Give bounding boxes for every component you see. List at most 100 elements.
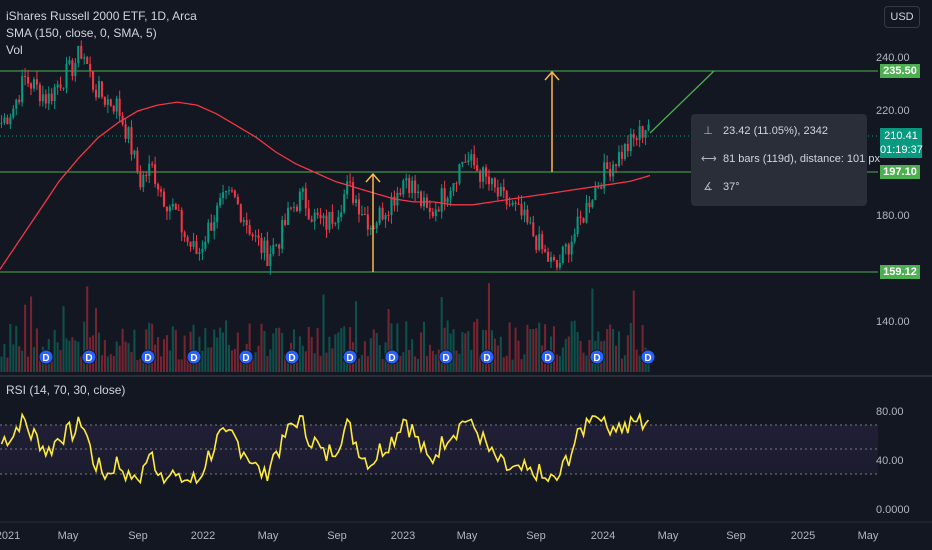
dividend-marker: D bbox=[38, 349, 54, 365]
up-arrow-icon[interactable] bbox=[544, 70, 560, 172]
volume-bar bbox=[467, 331, 470, 372]
candle-body bbox=[411, 180, 414, 193]
volume-bar bbox=[316, 327, 319, 372]
candle-body bbox=[629, 134, 632, 152]
candle-body bbox=[331, 211, 334, 224]
trend-line[interactable] bbox=[649, 70, 715, 134]
volume-bar bbox=[517, 340, 520, 372]
candle-body bbox=[470, 154, 473, 161]
candle-body bbox=[109, 99, 112, 106]
candle-body bbox=[27, 76, 30, 84]
candle-body bbox=[44, 94, 47, 104]
volume-bar bbox=[106, 356, 109, 372]
candle-body bbox=[526, 209, 529, 223]
candle-body bbox=[387, 214, 390, 216]
candle-body bbox=[313, 212, 316, 222]
rsi-indicator-label[interactable]: RSI (14, 70, 30, close) bbox=[6, 383, 126, 397]
level-badge-low[interactable]: 159.12 bbox=[880, 265, 920, 279]
dividend-marker: D bbox=[284, 349, 300, 365]
candle-body bbox=[50, 93, 53, 102]
volume-bar bbox=[337, 332, 340, 372]
measure-tooltip: ⊥ 23.42 (11.05%), 2342 ⟷ 81 bars (119d),… bbox=[691, 114, 880, 206]
volume-bar bbox=[440, 297, 443, 372]
candle-body bbox=[97, 81, 101, 98]
dividend-marker: D bbox=[81, 349, 97, 365]
candle-body bbox=[437, 209, 440, 212]
sma-indicator-label[interactable]: SMA (150, close, 0, SMA, 5) bbox=[6, 26, 157, 40]
volume-bar bbox=[103, 340, 106, 372]
candle-body bbox=[260, 238, 263, 253]
candle-body bbox=[62, 87, 65, 89]
volume-bar bbox=[538, 322, 541, 372]
candle-body bbox=[307, 208, 310, 220]
volume-bar bbox=[207, 347, 210, 372]
volume-bar bbox=[180, 359, 183, 372]
rsi-line[interactable] bbox=[0, 411, 650, 485]
volume-bar bbox=[606, 329, 609, 372]
candle-body bbox=[549, 257, 553, 262]
volume-indicator-label[interactable]: Vol bbox=[6, 43, 23, 57]
volume-bar bbox=[219, 327, 222, 372]
volume-bar bbox=[281, 332, 284, 372]
level-badge-mid[interactable]: 197.10 bbox=[880, 165, 920, 179]
candle-body bbox=[514, 202, 517, 204]
time-axis-tick: May bbox=[456, 530, 478, 542]
volume-bar bbox=[227, 344, 231, 372]
candle-body bbox=[349, 181, 352, 183]
candle-body bbox=[186, 237, 189, 242]
volume-bar bbox=[579, 341, 582, 372]
volume-bar bbox=[390, 323, 393, 372]
candle-body bbox=[405, 178, 408, 181]
candle-body bbox=[287, 207, 290, 225]
volume-bar bbox=[201, 350, 204, 372]
time-axis-tick: May bbox=[257, 530, 279, 542]
candle-body bbox=[337, 216, 340, 224]
candle-body bbox=[284, 219, 287, 225]
currency-button[interactable]: USD bbox=[884, 6, 920, 28]
volume-bar bbox=[508, 322, 511, 372]
candle-body bbox=[617, 151, 621, 167]
volume-bar bbox=[269, 349, 272, 372]
volume-bar bbox=[558, 355, 561, 372]
dividend-marker: D bbox=[342, 349, 358, 365]
level-badge-top[interactable]: 235.50 bbox=[880, 64, 920, 78]
volume-bar bbox=[514, 327, 517, 372]
volume-bar bbox=[322, 294, 325, 372]
candle-body bbox=[233, 190, 236, 197]
candle-body bbox=[68, 60, 71, 64]
candle-body bbox=[511, 202, 514, 205]
dividend-marker: D bbox=[140, 349, 156, 365]
candle-body bbox=[236, 196, 239, 205]
candle-body bbox=[118, 98, 121, 116]
candle-body bbox=[573, 234, 576, 242]
candle-body bbox=[151, 163, 154, 165]
candle-body bbox=[207, 222, 210, 242]
volume-bar bbox=[567, 336, 570, 372]
volume-bar bbox=[50, 356, 53, 372]
candle-body bbox=[6, 117, 9, 125]
last-price-badge[interactable]: 210.41 01:19:37 bbox=[880, 128, 923, 158]
sma-line[interactable] bbox=[0, 101, 651, 270]
volume-bar bbox=[487, 283, 491, 372]
candle-body bbox=[384, 214, 387, 220]
volume-bar bbox=[94, 308, 98, 372]
volume-bar bbox=[109, 354, 112, 372]
candle-body bbox=[452, 183, 455, 192]
candle-body bbox=[538, 234, 541, 250]
volume-bar bbox=[159, 356, 163, 372]
volume-bar bbox=[174, 330, 177, 372]
candle-body bbox=[112, 105, 115, 112]
volume-bar bbox=[461, 332, 464, 372]
dividend-marker: D bbox=[640, 349, 656, 365]
volume-bar bbox=[77, 341, 80, 372]
candle-body bbox=[92, 70, 95, 90]
volume-bar bbox=[148, 322, 151, 372]
candle-body bbox=[520, 203, 523, 216]
symbol-title[interactable]: iShares Russell 2000 ETF, 1D, Arca bbox=[6, 9, 197, 23]
up-arrow-icon[interactable] bbox=[365, 172, 381, 272]
candle-body bbox=[473, 154, 476, 166]
volume-bar bbox=[263, 330, 266, 372]
dividend-marker: D bbox=[186, 349, 202, 365]
